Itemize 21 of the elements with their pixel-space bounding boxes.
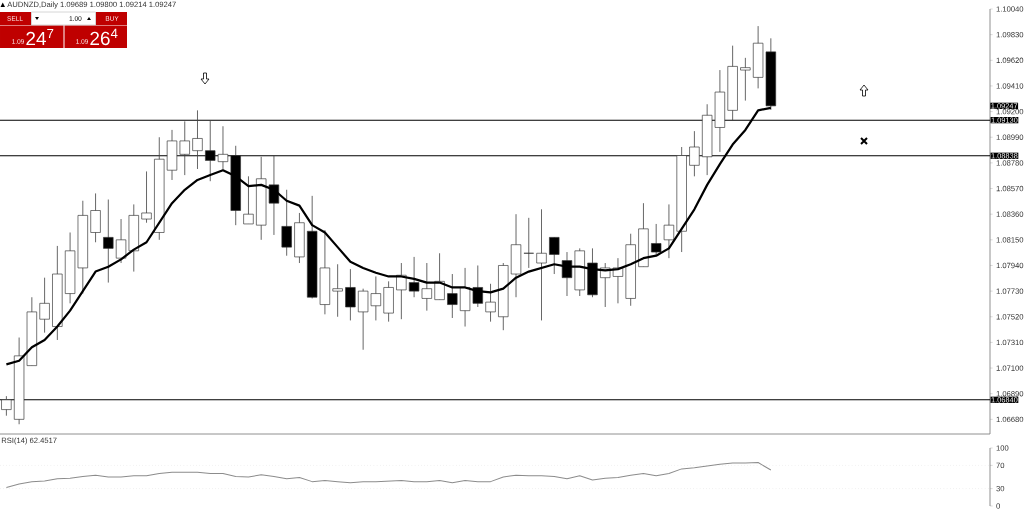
candlestick [740, 57, 751, 101]
candlestick [39, 277, 50, 334]
candlestick [90, 193, 101, 243]
candlestick [523, 217, 534, 269]
candlestick [192, 109, 203, 170]
candlestick [243, 175, 254, 225]
candlestick [663, 204, 675, 259]
candlestick [536, 208, 547, 321]
candlestick [103, 199, 114, 283]
candlestick [447, 273, 458, 319]
candlestick [281, 189, 292, 257]
annotation: 26$^{4}$ [90, 28, 118, 46]
candlestick [332, 263, 343, 318]
candlestick [345, 268, 356, 321]
candlestick [141, 171, 152, 224]
candlestick [651, 223, 662, 255]
candlestick [1, 395, 12, 417]
candlestick [549, 236, 560, 275]
candlestick [689, 130, 700, 177]
annotation: 24$^{7}$ [26, 28, 54, 46]
candlestick [485, 283, 496, 323]
